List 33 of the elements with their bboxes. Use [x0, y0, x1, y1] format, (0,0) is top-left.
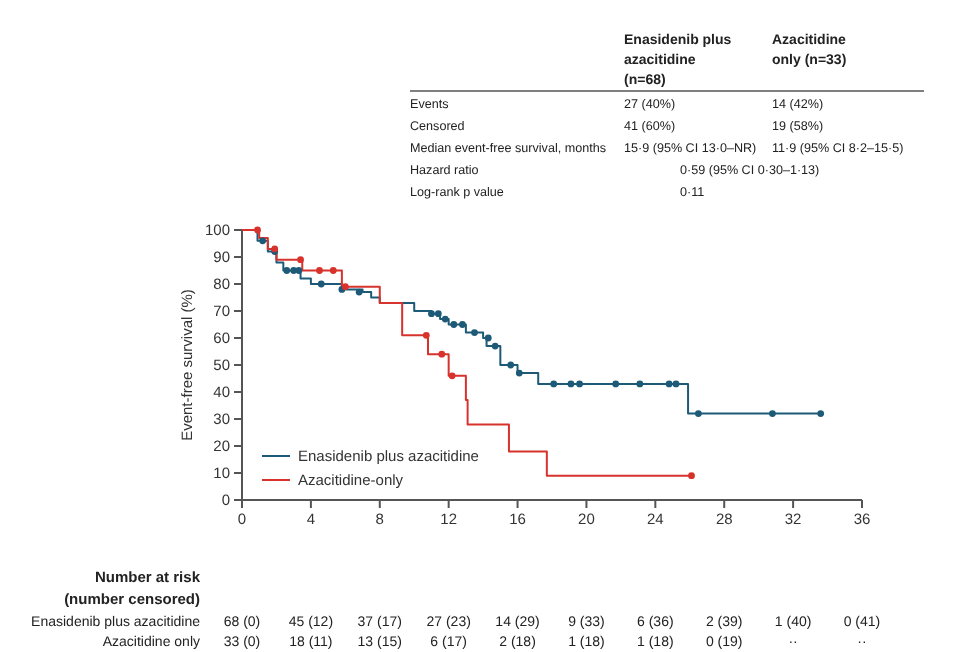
point — [448, 372, 456, 380]
point — [515, 369, 523, 377]
point — [441, 315, 449, 323]
point — [316, 267, 323, 274]
point — [295, 267, 303, 274]
point — [576, 380, 583, 388]
point — [254, 226, 261, 234]
point — [355, 288, 363, 296]
point — [817, 410, 825, 417]
point — [769, 410, 776, 417]
point — [422, 331, 430, 339]
point — [484, 334, 492, 342]
point — [567, 380, 575, 388]
point — [297, 256, 304, 264]
point — [438, 350, 446, 358]
point — [259, 237, 267, 245]
point — [636, 380, 644, 388]
point — [612, 380, 620, 388]
point — [459, 321, 466, 328]
point — [329, 267, 337, 274]
point — [688, 472, 695, 480]
point — [317, 280, 325, 288]
point — [507, 361, 515, 369]
point — [434, 310, 442, 318]
point — [450, 321, 458, 328]
point — [471, 329, 478, 336]
point — [491, 342, 499, 350]
point — [428, 310, 435, 318]
point — [694, 410, 702, 417]
point — [665, 380, 673, 388]
point — [283, 267, 291, 274]
point — [672, 380, 680, 388]
point — [550, 380, 558, 388]
